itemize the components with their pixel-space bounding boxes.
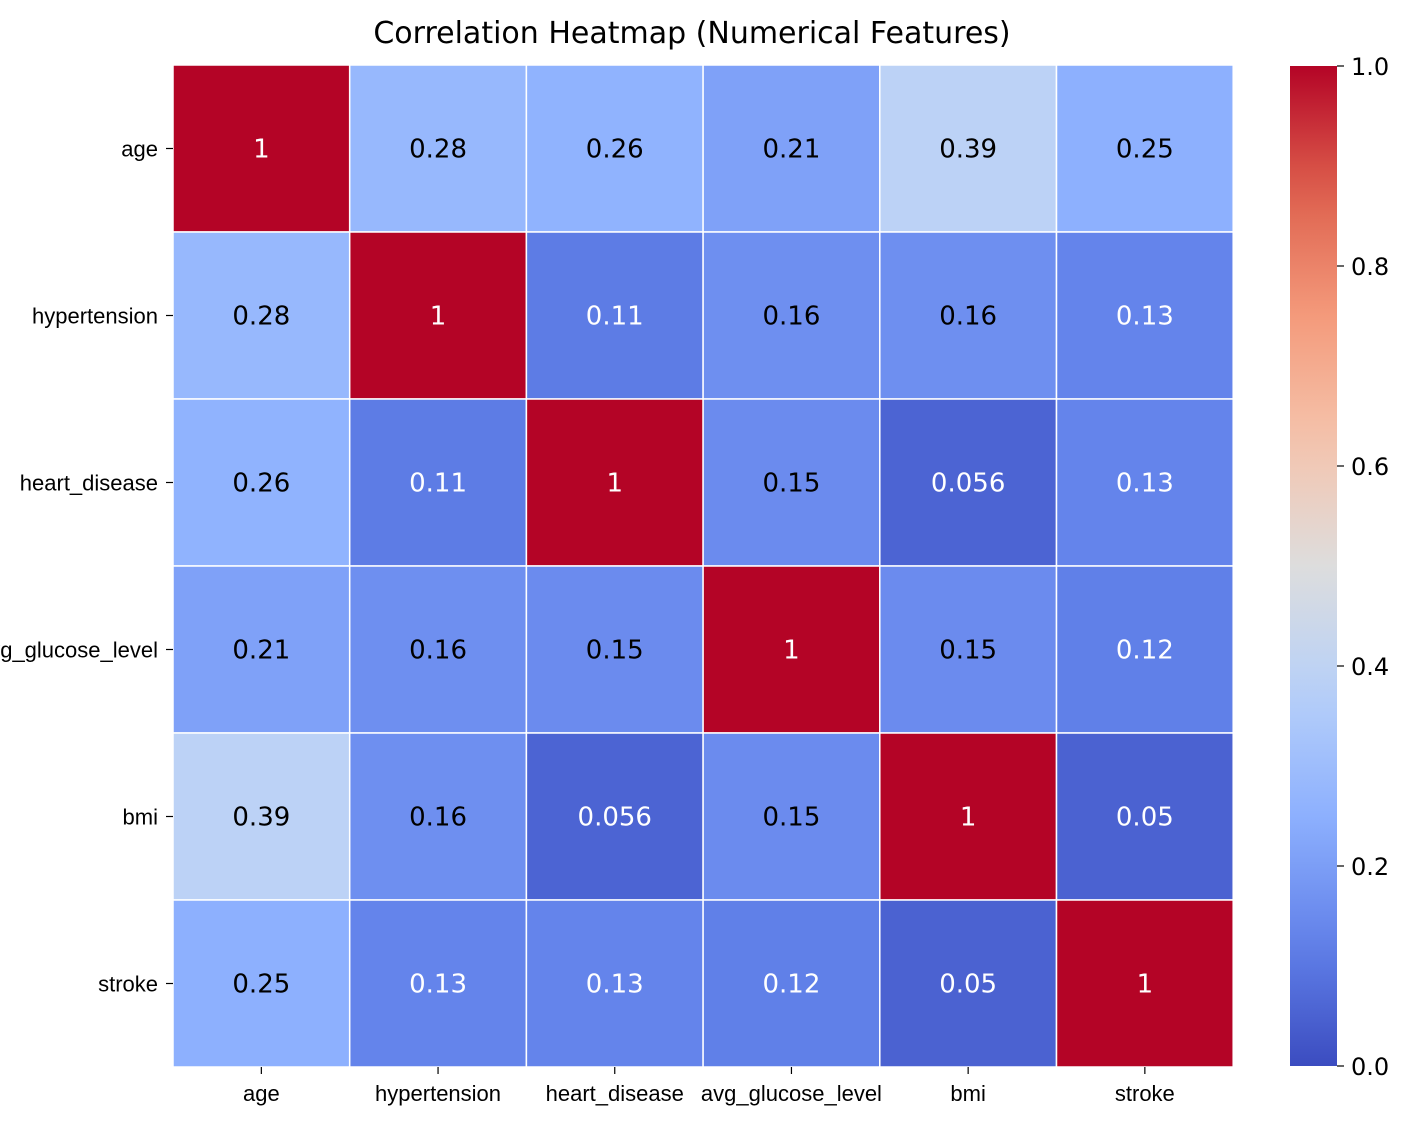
cell-value-label: 0.13	[1116, 469, 1174, 499]
cell-value-label: 0.21	[763, 135, 821, 165]
colorbar-tick-label: 0.2	[1351, 853, 1389, 881]
cell-value-label: 1	[606, 469, 623, 499]
cell-value-label: 0.12	[1116, 636, 1174, 666]
cell-value-label: 0.15	[763, 803, 821, 833]
colorbar: 0.0 0.2 0.4 0.6 0.8 1.0	[1290, 53, 1389, 1081]
heatmap-cell	[1055, 64, 1234, 233]
heatmap-cell	[702, 732, 881, 901]
cell-value-label: 1	[960, 803, 977, 833]
heatmap-cell	[702, 565, 881, 734]
heatmap-cell	[348, 398, 528, 567]
cell-value-label: 0.26	[232, 469, 290, 499]
cell-value-label: 0.28	[232, 302, 290, 332]
heatmap-cells: 1 0.28 0.26 0.21 0.39 0.25 0.28 1 0.11 0.16 0.16 0.…	[172, 64, 1234, 1068]
cell-value-label: 0.16	[409, 803, 467, 833]
x-axis-labels: age hypertension heart_disease avg_glucose_…	[243, 1067, 1175, 1106]
x-tick-label: stroke	[1115, 1081, 1175, 1106]
cell-value-label: 0.056	[931, 469, 1005, 499]
heatmap-cell	[525, 64, 704, 233]
heatmap-cell	[525, 732, 704, 901]
cell-value-label: 1	[430, 302, 447, 332]
heatmap-cell	[879, 565, 1058, 734]
y-tick-label: heart_disease	[20, 471, 158, 496]
heatmap-cell	[702, 231, 881, 400]
chart-title: Correlation Heatmap (Numerical Features)	[373, 16, 1010, 51]
heatmap-cell	[879, 64, 1058, 233]
y-tick-label: hypertension	[32, 304, 158, 329]
x-tick-label: bmi	[950, 1081, 985, 1106]
heatmap-cell	[525, 565, 704, 734]
cell-value-label: 0.26	[586, 135, 644, 165]
heatmap-cell	[1055, 732, 1234, 901]
cell-value-label: 0.15	[586, 636, 644, 666]
heatmap-cell	[1055, 899, 1234, 1068]
colorbar-gradient	[1290, 66, 1337, 1066]
cell-value-label: 0.13	[586, 970, 644, 1000]
heatmap-cell	[879, 899, 1058, 1068]
y-axis-labels: age hypertension heart_disease avg_glucose_…	[0, 137, 173, 997]
colorbar-tick-label: 0.4	[1351, 653, 1389, 681]
colorbar-tick-label: 0.6	[1351, 453, 1389, 481]
cell-value-label: 1	[253, 135, 270, 165]
heatmap-cell	[172, 899, 351, 1068]
heatmap-cell	[172, 732, 351, 901]
cell-value-label: 0.16	[763, 302, 821, 332]
heatmap-cell	[172, 64, 351, 233]
heatmap-cell	[879, 732, 1058, 901]
y-tick-label: age	[121, 137, 158, 162]
cell-value-label: 0.25	[232, 970, 290, 1000]
cell-value-label: 0.25	[1116, 135, 1174, 165]
heatmap-cell	[172, 565, 351, 734]
heatmap-cell	[702, 398, 881, 567]
heatmap-cell	[348, 64, 528, 233]
cell-value-label: 0.05	[1116, 803, 1174, 833]
cell-value-label: 0.16	[409, 636, 467, 666]
cell-value-label: 0.13	[1116, 302, 1174, 332]
cell-value-label: 0.12	[763, 970, 821, 1000]
x-tick-label: age	[243, 1081, 280, 1106]
heatmap-cell	[1055, 398, 1234, 567]
colorbar-tick-label: 0.0	[1351, 1053, 1389, 1081]
heatmap-cell	[348, 231, 528, 400]
cell-value-label: 0.21	[232, 636, 290, 666]
heatmap-cell	[1055, 231, 1234, 400]
cell-value-label: 1	[1137, 970, 1154, 1000]
heatmap-cell	[525, 398, 704, 567]
cell-value-label: 0.13	[409, 970, 467, 1000]
cell-value-label: 0.15	[763, 469, 821, 499]
x-tick-label: avg_glucose_level	[701, 1081, 882, 1106]
colorbar-tick-label: 1.0	[1351, 53, 1389, 81]
cell-value-label: 0.28	[409, 135, 467, 165]
cell-value-label: 0.39	[939, 135, 997, 165]
cell-value-label: 0.15	[939, 636, 997, 666]
colorbar-tick-label: 0.8	[1351, 253, 1389, 281]
cell-value-label: 0.11	[586, 302, 644, 332]
heatmap-cell	[172, 398, 351, 567]
x-tick-label: heart_disease	[546, 1081, 684, 1106]
y-tick-label: bmi	[123, 805, 158, 830]
heatmap-cell	[1055, 565, 1234, 734]
heatmap-cell	[702, 64, 881, 233]
x-tick-label: hypertension	[375, 1081, 501, 1106]
heatmap-cell	[879, 398, 1058, 567]
cell-value-label: 1	[783, 636, 800, 666]
y-tick-label: stroke	[98, 972, 158, 997]
cell-value-label: 0.11	[409, 469, 467, 499]
cell-value-label: 0.056	[578, 803, 652, 833]
cell-value-label: 0.05	[939, 970, 997, 1000]
heatmap-cell	[348, 565, 528, 734]
cell-value-label: 0.16	[939, 302, 997, 332]
cell-value-label: 0.39	[232, 803, 290, 833]
y-tick-label: avg_glucose_level	[0, 638, 158, 663]
